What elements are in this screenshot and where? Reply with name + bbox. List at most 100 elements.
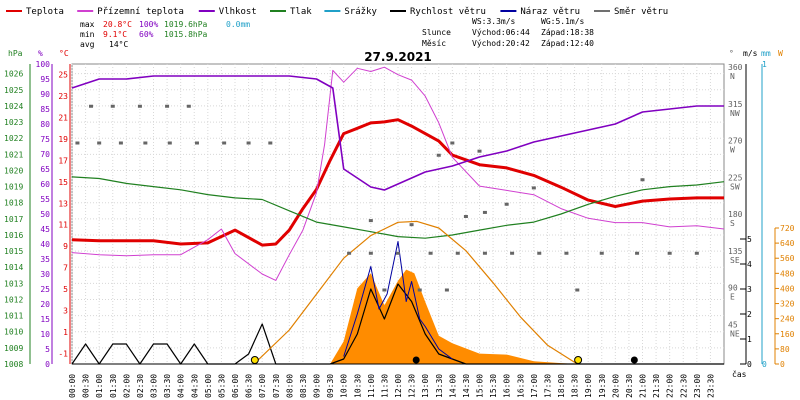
legend-label: Náraz větru [520,7,580,17]
stat-max-hum: 100% [139,20,158,29]
pressure-tick-label: 1017 [4,215,23,224]
axis-solar-label: W [778,49,783,58]
rain-tick-label: 1 [762,60,767,69]
pressure-tick-label: 1014 [4,263,23,272]
wind-dir-tick-label: 90 [728,284,738,293]
axis-temperature-label: °C [59,49,69,58]
wind-dir-point [75,141,80,145]
x-tick-label: 21:30 [652,374,661,398]
x-tick-label: 02:00 [122,374,131,398]
axis-wind-speed-label: m/s [743,49,758,58]
solar-tick-label: 400 [780,284,795,293]
pressure-tick-label: 1011 [4,312,23,321]
wind-dir-point [186,104,191,108]
solar-tick-label: 480 [780,269,795,278]
x-tick-label: 06:30 [245,374,254,398]
wind-dir-tick-label: 360 [728,63,743,72]
x-tick-label: 17:00 [530,374,539,398]
x-tick-label: 14:30 [462,374,471,398]
x-tick-label: 03:30 [163,374,172,398]
humidity-tick-label: 5 [45,345,50,354]
stat-avg-label: avg [80,40,95,49]
wind-dir-point [368,219,373,223]
humidity-tick-label: 15 [40,315,50,324]
wind-dir-point [118,141,123,145]
wind-dir-point [531,186,536,190]
wind-dir-compass-label: S [730,219,735,228]
x-tick-label: 21:00 [639,374,648,398]
wind-dir-point [504,202,509,206]
temperature-tick-label: 25 [58,71,68,80]
grid [71,63,725,365]
stat-moonset: Západ:12:40 [541,39,594,48]
stat-min-press: 1015.8hPa [164,30,208,39]
axis-humidity-label: % [38,49,43,58]
wind-dir-compass-label: SW [730,182,740,191]
legend: Teplota Přízemní teplota Vlhkost Tlak Srážky… [6,7,668,17]
x-tick-label: 05:00 [204,374,213,398]
wind-dir-tick-label: 270 [728,137,743,146]
legend-label: Srážky [344,7,377,17]
stat-min-temp: 9.1°C [103,30,127,39]
humidity-tick-label: 40 [40,240,50,249]
axis-time-label: čas [732,369,747,379]
x-tick-label: 06:00 [231,374,240,398]
humidity-tick-label: 10 [40,330,50,339]
solar-tick-label: 560 [780,254,795,263]
humidity-tick-label: 65 [40,165,50,174]
x-tick-label: 02:30 [136,374,145,398]
temperature-tick-label: 13 [58,199,68,208]
wind-dir-point [436,153,441,157]
pressure-tick-label: 1010 [4,328,23,337]
wind-dir-compass-label: E [730,293,735,302]
pressure-tick-label: 1013 [4,279,23,288]
pressure-tick-label: 1019 [4,183,23,192]
temperature-tick-label: 23 [58,92,68,101]
pressure-tick-label: 1022 [4,134,23,143]
wind-dir-compass-label: W [730,146,735,155]
pressure-tick-label: 1015 [4,247,23,256]
x-tick-label: 00:30 [82,374,91,398]
wind-dir-compass-label: NW [730,109,740,118]
wind-speed-tick-label: 0 [747,360,752,369]
x-tick-label: 13:00 [421,374,430,398]
humidity-tick-label: 60 [40,180,50,189]
wind-speed-tick-label: 5 [747,235,752,244]
axis-wind-dir-label: ° [729,49,734,58]
humidity-tick-label: 35 [40,255,50,264]
sunrise-marker [250,356,259,364]
x-tick-label: 04:30 [190,374,199,398]
wind-dir-point [268,141,273,145]
wind-dir-point [409,223,414,227]
solar-tick-label: 640 [780,239,795,248]
axis-rain-label: mm [761,49,771,58]
solar-radiation-area [330,269,578,364]
x-tick-label: 08:30 [299,374,308,398]
axis-pressure-label: hPa [8,49,23,58]
stat-max-label: max [80,20,95,29]
wind-dir-point [428,251,433,255]
wind-direction-points [75,104,699,364]
wind-dir-point [450,141,455,145]
wind-dir-point [694,251,699,255]
temperature-tick-label: 5 [63,285,68,294]
series-line-tlak [71,176,725,239]
wind-dir-point [382,288,387,292]
series-line-teplota [71,118,724,247]
wind-dir-point [97,141,102,145]
wind-dir-point [396,251,400,255]
solar-tick-label: 240 [780,315,795,324]
humidity-tick-label: 45 [40,225,50,234]
temperature-tick-label: 7 [63,264,68,273]
x-tick-label: 14:00 [448,374,457,398]
pressure-tick-label: 1024 [4,102,23,111]
stat-max-rain: 0.0mm [226,20,250,29]
humidity-tick-label: 20 [40,300,50,309]
wind-dir-point [347,251,352,255]
temperature-tick-label: 9 [63,242,68,251]
x-tick-label: 22:30 [679,374,688,398]
temperature-tick-label: 21 [58,114,68,123]
pressure-tick-label: 1020 [4,166,23,175]
wind-dir-point [477,149,482,153]
